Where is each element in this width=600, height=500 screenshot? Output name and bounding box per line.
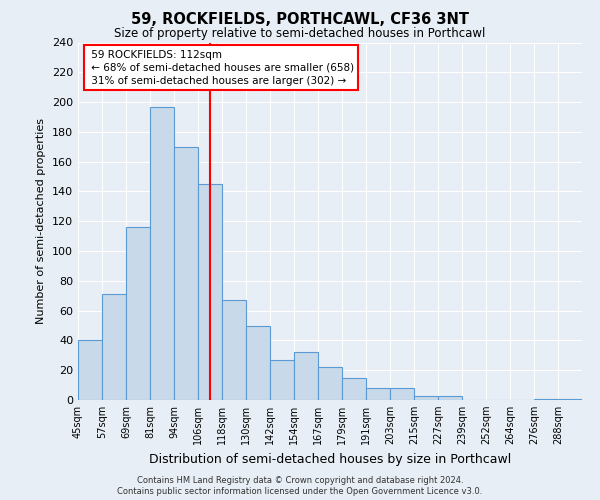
Bar <box>198 184 222 400</box>
X-axis label: Distribution of semi-detached houses by size in Porthcawl: Distribution of semi-detached houses by … <box>149 452 511 466</box>
Bar <box>294 352 318 400</box>
Bar <box>102 294 126 400</box>
Bar <box>390 388 414 400</box>
Bar <box>414 396 438 400</box>
Bar <box>126 227 150 400</box>
Bar <box>78 340 102 400</box>
Bar <box>270 360 294 400</box>
Text: Size of property relative to semi-detached houses in Porthcawl: Size of property relative to semi-detach… <box>115 28 485 40</box>
Bar <box>366 388 390 400</box>
Text: 59, ROCKFIELDS, PORTHCAWL, CF36 3NT: 59, ROCKFIELDS, PORTHCAWL, CF36 3NT <box>131 12 469 28</box>
Text: 59 ROCKFIELDS: 112sqm
 ← 68% of semi-detached houses are smaller (658)
 31% of s: 59 ROCKFIELDS: 112sqm ← 68% of semi-deta… <box>88 50 354 86</box>
Text: Contains public sector information licensed under the Open Government Licence v3: Contains public sector information licen… <box>118 487 482 496</box>
Bar <box>174 147 198 400</box>
Y-axis label: Number of semi-detached properties: Number of semi-detached properties <box>37 118 46 324</box>
Bar <box>246 326 270 400</box>
Bar <box>150 106 174 400</box>
Bar <box>534 398 558 400</box>
Bar <box>318 367 342 400</box>
Bar <box>342 378 366 400</box>
Bar <box>558 398 582 400</box>
Bar <box>438 396 462 400</box>
Bar <box>222 300 246 400</box>
Text: Contains HM Land Registry data © Crown copyright and database right 2024.: Contains HM Land Registry data © Crown c… <box>137 476 463 485</box>
